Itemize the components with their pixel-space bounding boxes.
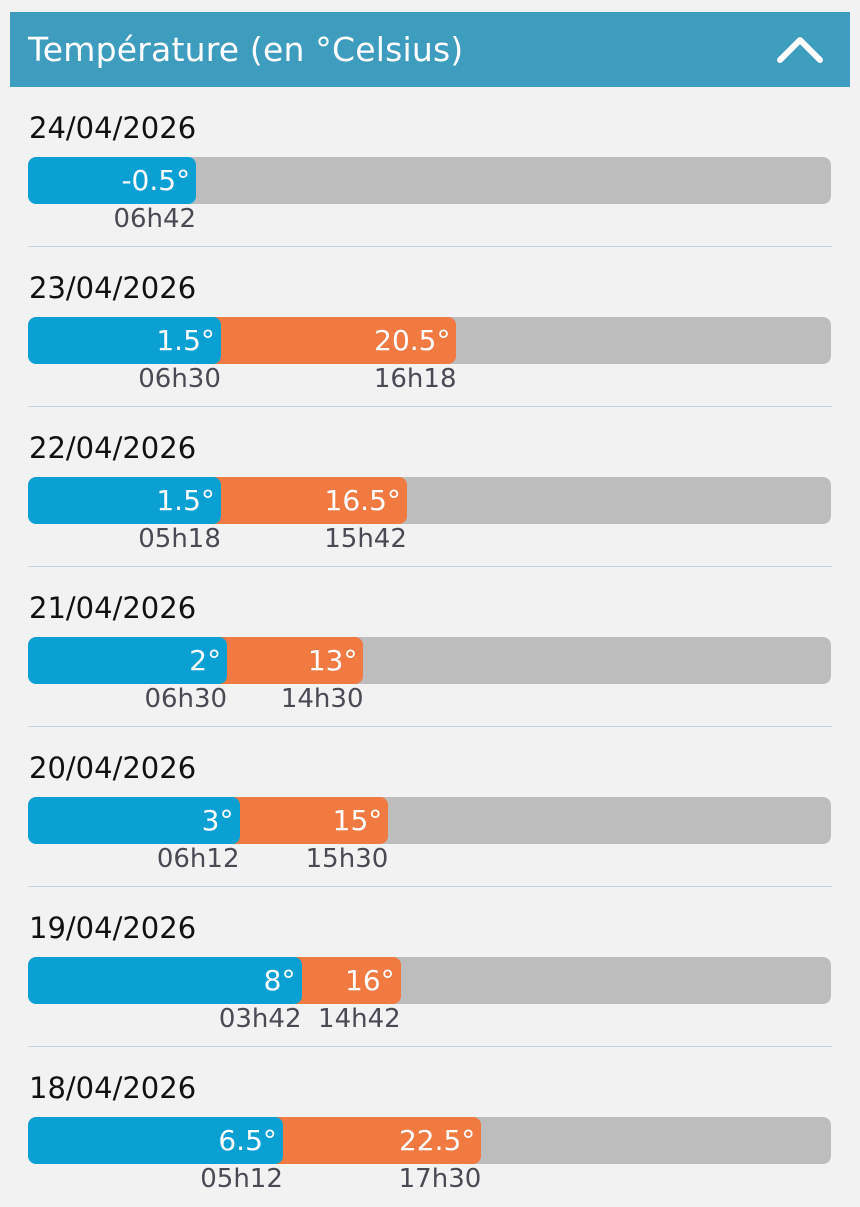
min-temperature-time: 05h18 bbox=[138, 524, 221, 554]
temperature-bar: 16.5° 1.5° bbox=[28, 477, 831, 524]
min-temperature-segment: 8° bbox=[28, 957, 302, 1004]
day-date: 23/04/2026 bbox=[29, 271, 197, 305]
max-temperature-segment: 16.5° bbox=[210, 477, 407, 524]
temperature-bar: 15° 3° bbox=[28, 797, 831, 844]
max-temperature-segment: 16° bbox=[291, 957, 401, 1004]
day-row: 23/04/2026 20.5° 1.5° 06h30 16h18 bbox=[10, 247, 850, 407]
day-row: 21/04/2026 13° 2° 06h30 14h30 bbox=[10, 567, 850, 727]
min-temperature-time: 06h42 bbox=[113, 204, 197, 234]
max-temperature-segment: 22.5° bbox=[272, 1117, 482, 1164]
temperature-bar: -0.5° bbox=[28, 157, 831, 204]
day-date: 20/04/2026 bbox=[29, 751, 197, 785]
min-temperature-label: 8° bbox=[263, 964, 296, 997]
max-temperature-segment: 20.5° bbox=[210, 317, 457, 364]
day-date: 22/04/2026 bbox=[29, 431, 197, 465]
max-temperature-label: 22.5° bbox=[398, 1124, 476, 1157]
day-row: 20/04/2026 15° 3° 06h12 15h30 bbox=[10, 727, 850, 887]
day-row: 22/04/2026 16.5° 1.5° 05h18 15h42 bbox=[10, 407, 850, 567]
max-temperature-label: 13° bbox=[307, 644, 358, 677]
temperature-bar: 22.5° 6.5° bbox=[28, 1117, 831, 1164]
max-temperature-time: 15h42 bbox=[324, 524, 407, 554]
day-row: 18/04/2026 22.5° 6.5° 05h12 17h30 bbox=[10, 1047, 850, 1207]
max-temperature-time: 16h18 bbox=[373, 364, 457, 394]
min-temperature-segment: 6.5° bbox=[28, 1117, 283, 1164]
day-date: 18/04/2026 bbox=[29, 1071, 197, 1105]
min-temperature-label: 1.5° bbox=[156, 484, 215, 517]
min-temperature-time: 03h42 bbox=[218, 1004, 302, 1034]
day-date: 24/04/2026 bbox=[29, 111, 197, 145]
day-list: 24/04/2026 -0.5° 06h42 23/04/2026 20.5° 1.5° 0… bbox=[10, 87, 850, 1207]
max-temperature-label: 16.5° bbox=[324, 484, 401, 517]
min-temperature-segment: 2° bbox=[28, 637, 228, 684]
day-row: 19/04/2026 16° 8° 03h42 14h42 bbox=[10, 887, 850, 1047]
min-temperature-label: 1.5° bbox=[156, 324, 215, 357]
min-temperature-label: -0.5° bbox=[121, 164, 191, 197]
max-temperature-time: 15h30 bbox=[305, 844, 389, 874]
panel-header[interactable]: Température (en °Celsius) bbox=[10, 12, 850, 87]
min-temperature-time: 05h12 bbox=[200, 1164, 283, 1194]
max-temperature-time: 17h30 bbox=[398, 1164, 482, 1194]
max-temperature-segment: 13° bbox=[217, 637, 364, 684]
day-date: 19/04/2026 bbox=[29, 911, 197, 945]
temperature-panel: Température (en °Celsius) 24/04/2026 -0.5… bbox=[10, 12, 850, 1200]
max-temperature-label: 16° bbox=[345, 964, 395, 997]
temperature-bar: 20.5° 1.5° bbox=[28, 317, 831, 364]
panel-title: Température (en °Celsius) bbox=[28, 30, 464, 69]
min-temperature-label: 6.5° bbox=[218, 1124, 277, 1157]
min-temperature-time: 06h30 bbox=[144, 684, 228, 714]
max-temperature-time: 14h42 bbox=[318, 1004, 401, 1034]
max-temperature-time: 14h30 bbox=[280, 684, 364, 714]
min-temperature-label: 2° bbox=[189, 644, 222, 677]
day-row: 24/04/2026 -0.5° 06h42 bbox=[10, 87, 850, 247]
min-temperature-time: 06h12 bbox=[156, 844, 240, 874]
min-temperature-segment: 1.5° bbox=[28, 477, 221, 524]
min-temperature-segment: -0.5° bbox=[28, 157, 197, 204]
temperature-bar: 16° 8° bbox=[28, 957, 831, 1004]
temperature-bar: 13° 2° bbox=[28, 637, 831, 684]
min-temperature-label: 3° bbox=[201, 804, 234, 837]
min-temperature-time: 06h30 bbox=[138, 364, 221, 394]
max-temperature-segment: 15° bbox=[229, 797, 389, 844]
min-temperature-segment: 3° bbox=[28, 797, 240, 844]
day-date: 21/04/2026 bbox=[29, 591, 197, 625]
max-temperature-label: 15° bbox=[332, 804, 383, 837]
min-temperature-segment: 1.5° bbox=[28, 317, 221, 364]
chevron-up-icon[interactable] bbox=[772, 22, 828, 78]
max-temperature-label: 20.5° bbox=[374, 324, 451, 357]
